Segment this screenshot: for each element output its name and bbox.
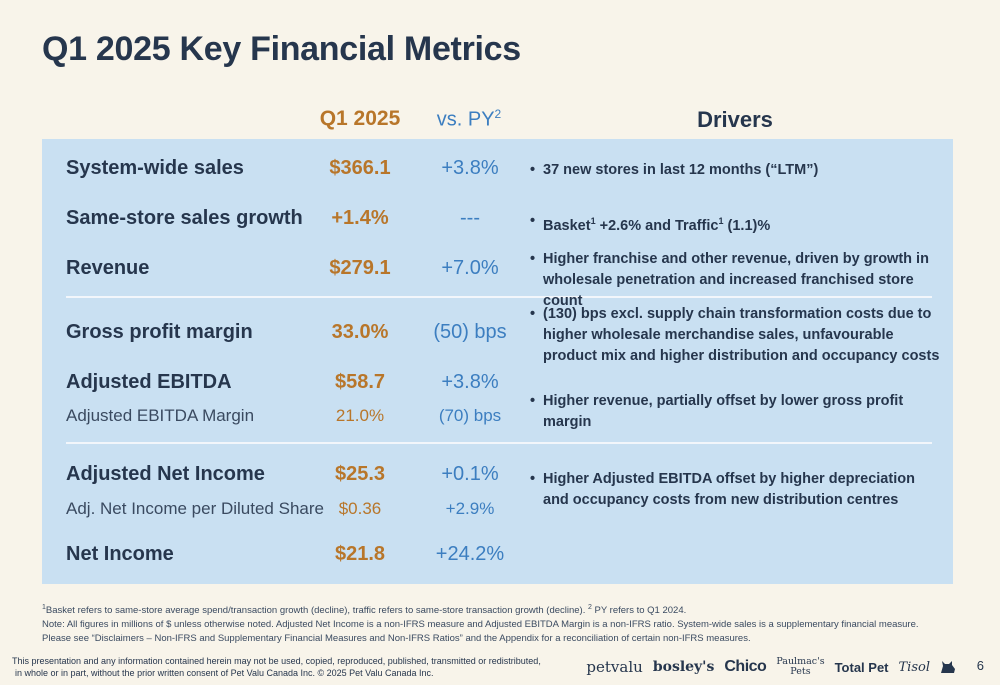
metric-value: $0.36: [338, 499, 382, 518]
cat-silhouette-icon: [941, 661, 955, 673]
metric-label: Adjusted Net Income: [66, 463, 265, 485]
metric-vs-py: +7.0%: [441, 257, 499, 279]
driver-text: Basket: [543, 217, 591, 234]
legal-disclaimer: This presentation and any information co…: [12, 655, 541, 679]
metric-value: 21.0%: [335, 406, 385, 425]
footnote-marker: 2: [494, 107, 502, 121]
metric-vs-py: +24.2%: [435, 543, 505, 565]
metric-vs-py: (70) bps: [438, 406, 502, 425]
metric-label: Adjusted EBITDA Margin: [66, 406, 255, 425]
footnote-marker: 1: [718, 216, 724, 226]
metric-value: $21.8: [334, 543, 386, 565]
paulmacs-logo-line: Paulmac's: [776, 656, 825, 667]
metric-value: $279.1: [329, 257, 391, 279]
metric-value: $25.3: [334, 463, 386, 485]
section-divider: [66, 442, 932, 444]
driver-bullet: Higher franchise and other revenue, driv…: [530, 249, 940, 312]
metric-value: $58.7: [334, 371, 386, 393]
section-divider: [66, 296, 932, 298]
metric-value: $366.1: [329, 157, 391, 179]
column-header-drivers: Drivers: [697, 107, 773, 132]
metric-vs-py: +0.1%: [441, 463, 499, 485]
page-title: Q1 2025 Key Financial Metrics: [42, 30, 521, 68]
footnote-line: Note: All figures in millions of $ unles…: [42, 619, 919, 631]
totalpet-logo: Total Pet: [834, 659, 889, 675]
footnotes: 1Basket refers to same-store average spe…: [42, 601, 919, 646]
metric-label: Net Income: [66, 543, 174, 565]
metric-value: +1.4%: [331, 207, 389, 229]
brand-logos: petvalu bosley's Chico Paulmac's Pets To…: [586, 654, 956, 680]
footnote-marker: 1: [42, 604, 46, 611]
driver-bullet: 37 new stores in last 12 months (“LTM”): [530, 160, 945, 181]
metric-label: Gross profit margin: [66, 321, 253, 343]
metric-label: Same-store sales growth: [66, 207, 303, 229]
metric-label: Adjusted EBITDA: [66, 371, 232, 393]
footnote-marker: 2: [588, 604, 592, 611]
metric-vs-py: +2.9%: [445, 499, 495, 518]
footnote-text: Basket refers to same-store average spen…: [45, 605, 588, 617]
metric-label: Revenue: [66, 257, 150, 279]
column-header-q1: Q1 2025: [319, 107, 401, 130]
bosleys-logo: bosley's: [652, 659, 715, 675]
driver-bullet: (130) bps excl. supply chain transformat…: [530, 304, 950, 367]
metric-vs-py: +3.8%: [441, 157, 499, 179]
column-header-vs-py-label: vs. PY: [436, 108, 495, 131]
chico-logo: Chico: [724, 658, 767, 675]
paulmacs-logo: Paulmac's Pets: [776, 657, 824, 677]
paulmacs-logo-line: Pets: [790, 666, 811, 677]
disclaimer-line: This presentation and any information co…: [12, 656, 541, 666]
metric-value: 33.0%: [331, 321, 389, 343]
disclaimer-line: in whole or in part, without the prior w…: [15, 668, 434, 678]
column-header-vs-py: vs. PY2: [424, 107, 514, 132]
driver-text: +2.6% and Traffic: [595, 217, 719, 234]
footnote-line: 1Basket refers to same-store average spe…: [42, 601, 919, 618]
tisol-logo: Tisol: [898, 659, 930, 675]
footnote-line: Please see “Disclaimers – Non-IFRS and S…: [42, 633, 751, 645]
metric-label: Adj. Net Income per Diluted Share: [66, 499, 324, 518]
driver-bullet: Higher revenue, partially offset by lowe…: [530, 391, 945, 433]
driver-bullet: Higher Adjusted EBITDA offset by higher …: [530, 469, 920, 511]
page-number: 6: [976, 658, 984, 673]
footnote-text: PY refers to Q1 2024.: [591, 605, 687, 617]
footnote-marker: 1: [590, 216, 596, 226]
driver-bullet: Basket1 +2.6% and Traffic1 (1.1)%: [530, 211, 945, 237]
metric-vs-py: (50) bps: [433, 321, 507, 343]
metric-label: System-wide sales: [66, 157, 244, 179]
driver-text: (1.1)%: [723, 217, 771, 234]
metric-vs-py: ---: [460, 207, 480, 229]
metric-vs-py: +3.8%: [441, 371, 499, 393]
petvalu-logo: petvalu: [586, 658, 643, 676]
